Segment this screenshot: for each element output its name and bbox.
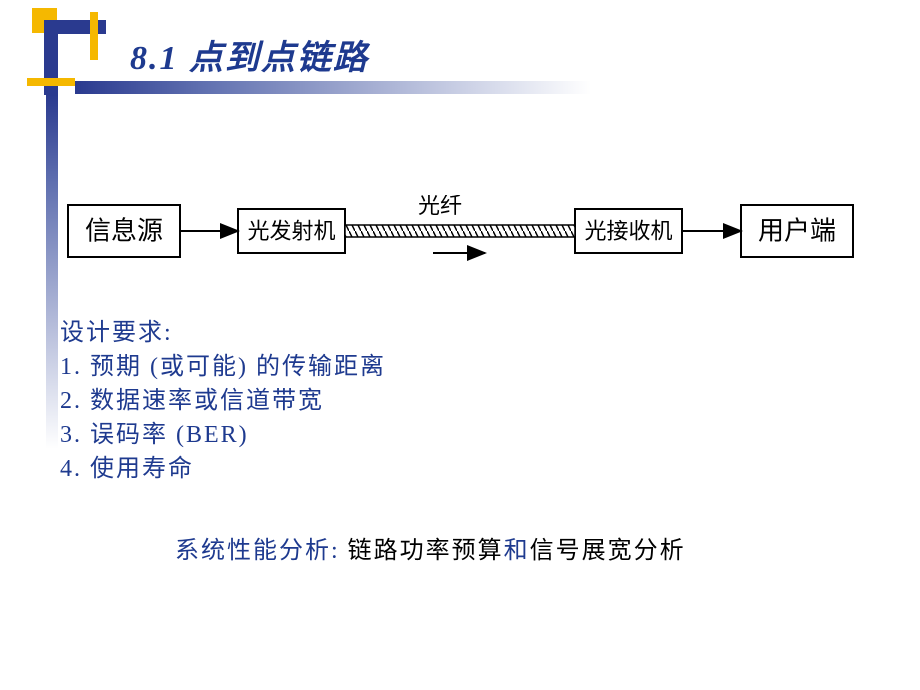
analysis-part1: 链路功率预算 bbox=[348, 538, 504, 564]
analysis-part2: 信号展宽分析 bbox=[530, 538, 686, 564]
flow-diagram: 信息源 光发射机 光接收机 用户端 光纤 bbox=[55, 195, 865, 285]
analysis-connector: 和 bbox=[504, 538, 530, 564]
requirement-4: 4. 使用寿命 bbox=[60, 453, 194, 487]
svg-text:光接收机: 光接收机 bbox=[584, 219, 672, 244]
page-title: 8.1 点到点链路 bbox=[130, 30, 369, 79]
analysis-line: 系统性能分析: 链路功率预算和信号展宽分析 bbox=[175, 530, 686, 565]
svg-text:用户端: 用户端 bbox=[758, 217, 836, 246]
svg-text:信息源: 信息源 bbox=[85, 217, 163, 246]
requirement-1: 1. 预期 (或可能) 的传输距离 bbox=[60, 351, 386, 385]
analysis-prefix: 系统性能分析: bbox=[175, 538, 348, 564]
requirement-3: 3. 误码率 (BER) bbox=[60, 419, 249, 453]
svg-text:光发射机: 光发射机 bbox=[247, 219, 335, 244]
requirements-heading: 设计要求: bbox=[60, 317, 173, 351]
svg-text:光纤: 光纤 bbox=[418, 195, 462, 218]
corner-decoration bbox=[0, 0, 140, 120]
requirement-2: 2. 数据速率或信道带宽 bbox=[60, 385, 324, 419]
